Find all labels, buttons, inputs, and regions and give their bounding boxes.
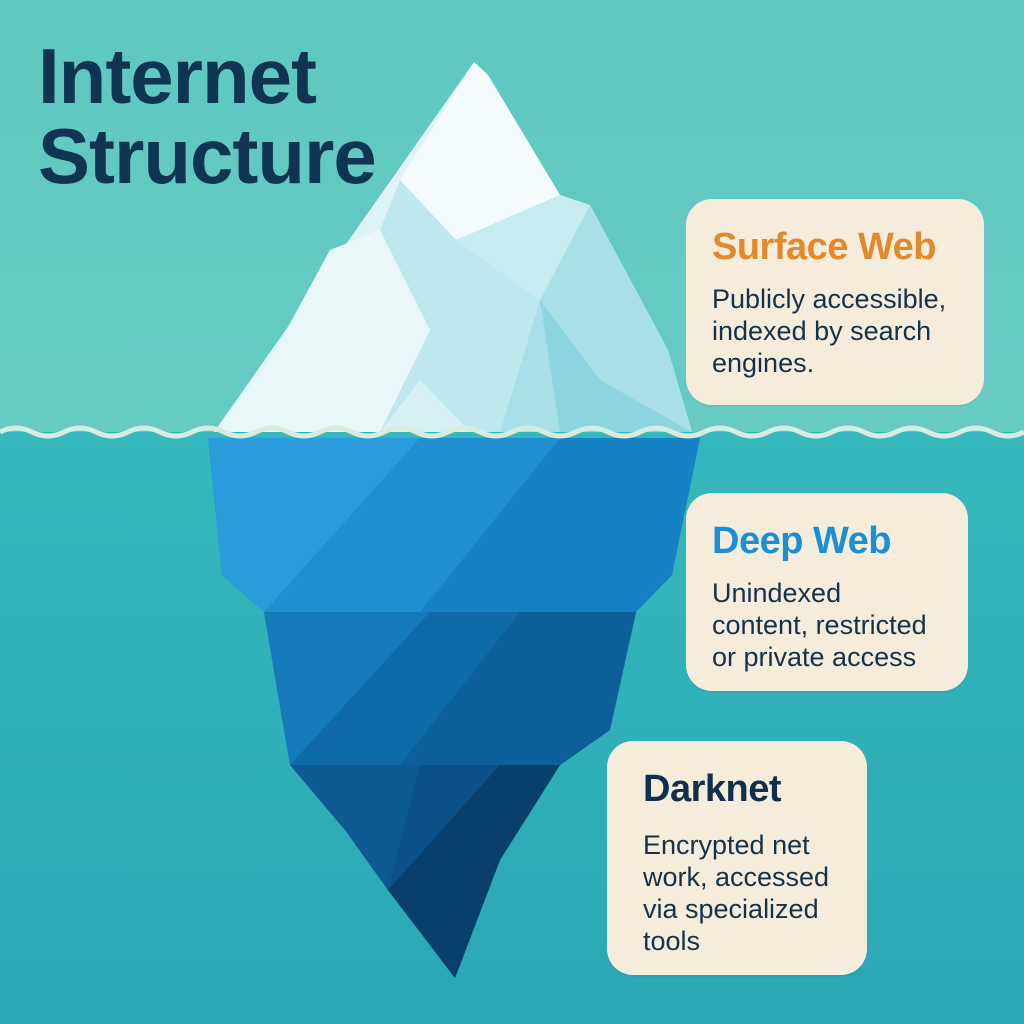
iceberg-tip [214,62,692,432]
darknet-heading: Darknet [643,768,782,810]
page-title: Internet Structure [38,32,377,200]
deep-web-description: Unindexed content, restricted or private… [712,578,927,672]
surface-web-description: Publicly accessible, indexed by search e… [712,284,947,378]
waterline-wave [0,425,1024,439]
deep-web-heading: Deep Web [712,520,892,562]
iceberg-darknet-section [290,765,560,978]
darknet-description: Encrypted net work, accessed via special… [643,830,830,956]
deep-web-card: Deep Web Unindexed content, restricted o… [686,493,968,691]
title-line-2: Structure [38,112,377,200]
darknet-card: Darknet Encrypted net work, accessed via… [607,741,867,975]
surface-web-heading: Surface Web [712,226,936,268]
title-line-1: Internet [38,32,317,120]
surface-web-card: Surface Web Publicly accessible, indexed… [686,199,984,405]
iceberg-middle-section [264,612,636,765]
iceberg-deep-section [208,438,700,612]
